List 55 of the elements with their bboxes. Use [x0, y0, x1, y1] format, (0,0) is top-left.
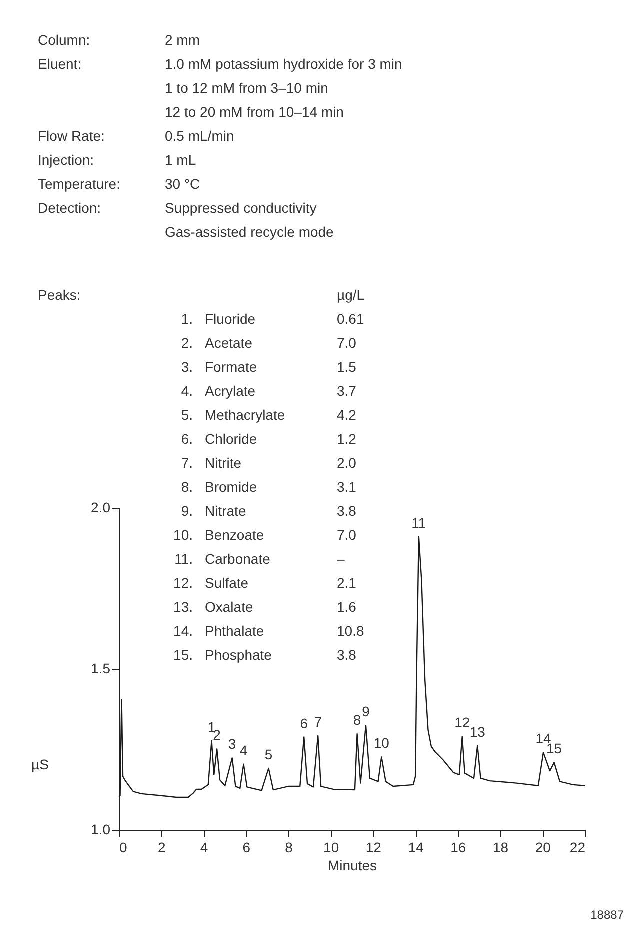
text: 4. Acrylate 3.7 [181, 383, 356, 399]
x-tick-label: 4 [200, 840, 208, 856]
x-tick-label: 2 [158, 840, 166, 856]
text: 14. Phthalate 10.8 [174, 623, 364, 639]
text: Gas-assisted recycle mode [165, 224, 334, 240]
text: 8. Bromide 3.1 [181, 479, 356, 495]
text: Flow Rate: 0.5 mL/min [38, 128, 234, 144]
x-tick-label: 14 [408, 840, 424, 856]
x-tick-label: 0 [120, 840, 128, 856]
text: 10. Benzoate 7.0 [174, 527, 356, 543]
text: 11. Carbonate – [174, 551, 345, 567]
annotation: 7 [314, 714, 322, 730]
x-tick-label: 22 [570, 840, 586, 856]
text: 1 to 12 mM from 3–10 min [165, 80, 328, 96]
text: 13. Oxalate 1.6 [174, 599, 356, 615]
text: Detection: Suppressed conductivity [38, 200, 317, 216]
text: 5. Methacrylate 4.2 [181, 407, 356, 423]
annotation: 9 [362, 704, 370, 720]
annotation: 6 [300, 715, 308, 732]
y-axis-title: µS [32, 756, 49, 772]
text: Column: 2 mm [38, 32, 200, 48]
annotation: 5 [264, 746, 273, 762]
x-tick-label: 10 [324, 840, 340, 856]
text: 7. Nitrite 2.0 [181, 455, 356, 471]
text: Temperature: 30 °C [38, 176, 200, 192]
text: Eluent: 1.0 mM potassium hydroxide for 3 min [38, 56, 402, 72]
y-tick-label: 2.0 [91, 500, 111, 516]
x-axis-title: Minutes [328, 858, 378, 874]
text: Injection: 1 mL [38, 152, 196, 168]
y-tick-label: 1.5 [91, 660, 111, 676]
annotation: 10 [374, 735, 390, 752]
text: 3. Formate 1.5 [181, 359, 356, 375]
annotation: 8 [353, 712, 362, 728]
y-tick-label: 1.0 [91, 822, 111, 838]
annotation: 13 [470, 724, 486, 740]
annotation: 3 [228, 736, 236, 752]
x-tick-label: 16 [450, 840, 466, 856]
text: 6. Chloride 1.2 [181, 431, 356, 447]
text: 9. Nitrate 3.8 [181, 503, 356, 519]
text: 18887 [590, 908, 624, 922]
text: 12 to 20 mM from 10–14 min [165, 104, 344, 120]
x-tick-label: 18 [492, 840, 509, 856]
text: 1. Fluoride 0.61 [181, 311, 364, 327]
text: Peaks: µg/L [38, 287, 365, 303]
x-tick-label: 6 [242, 840, 251, 856]
annotation: 4 [240, 742, 248, 758]
text: 2. Acetate 7.0 [181, 335, 356, 351]
x-tick-label: 12 [366, 840, 382, 856]
x-tick-label: 8 [285, 840, 294, 856]
text: 15. Phosphate 3.8 [174, 647, 356, 663]
text: 12. Sulfate 2.1 [174, 575, 356, 591]
annotation: 2 [213, 727, 222, 744]
annotation: 11 [412, 514, 426, 531]
x-tick-label: 20 [535, 840, 552, 856]
annotation: 12 [454, 714, 470, 731]
